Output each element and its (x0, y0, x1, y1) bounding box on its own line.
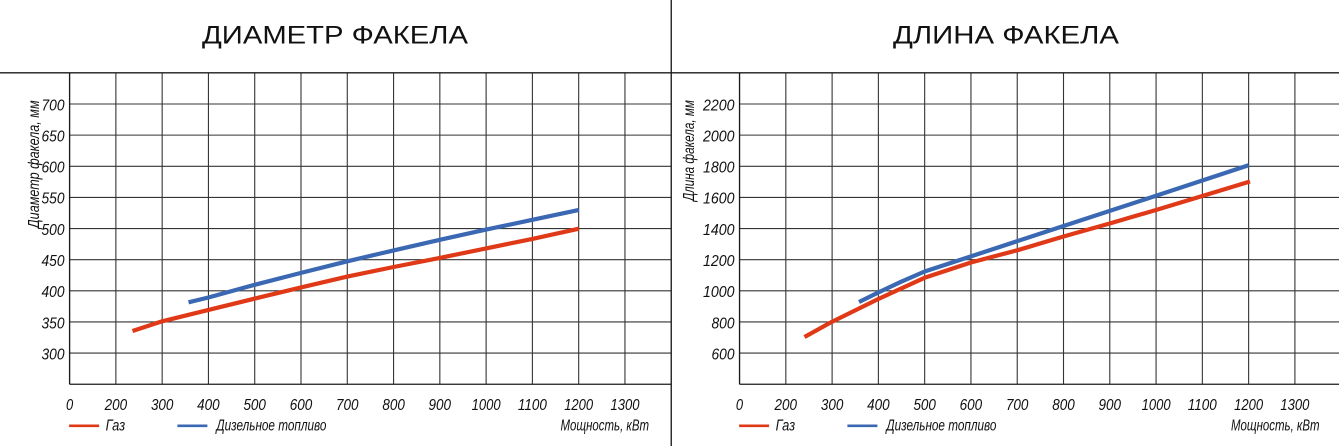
svg-text:1300: 1300 (1280, 397, 1309, 414)
svg-text:600: 600 (42, 160, 65, 177)
svg-text:400: 400 (867, 397, 890, 414)
svg-text:Длина факела, мм: Длина факела, мм (681, 100, 698, 203)
svg-text:800: 800 (382, 397, 405, 414)
svg-text:400: 400 (42, 284, 65, 301)
svg-text:1100: 1100 (518, 397, 547, 414)
svg-text:450: 450 (42, 253, 65, 270)
svg-text:550: 550 (42, 191, 65, 208)
svg-text:700: 700 (42, 97, 65, 114)
svg-text:2000: 2000 (702, 128, 735, 145)
svg-text:1200: 1200 (564, 397, 593, 414)
svg-text:1400: 1400 (703, 222, 735, 239)
svg-text:1200: 1200 (703, 253, 735, 270)
svg-text:300: 300 (42, 346, 65, 363)
svg-text:Газ: Газ (106, 417, 126, 434)
svg-text:1800: 1800 (703, 160, 735, 177)
svg-text:Дизельное топливо: Дизельное топливо (885, 417, 997, 434)
svg-text:350: 350 (42, 315, 65, 332)
svg-text:500: 500 (243, 397, 266, 414)
svg-text:200: 200 (774, 397, 798, 414)
svg-text:900: 900 (1099, 397, 1122, 414)
svg-text:Мощность, кВт: Мощность, кВт (561, 417, 650, 434)
svg-text:1200: 1200 (1234, 397, 1263, 414)
svg-text:600: 600 (290, 397, 313, 414)
svg-text:300: 300 (151, 397, 174, 414)
svg-text:500: 500 (913, 397, 936, 414)
svg-text:400: 400 (197, 397, 220, 414)
svg-text:1000: 1000 (1142, 397, 1171, 414)
svg-text:1100: 1100 (1188, 397, 1217, 414)
svg-text:2200: 2200 (702, 97, 735, 114)
svg-text:200: 200 (104, 397, 128, 414)
svg-text:1300: 1300 (611, 397, 640, 414)
svg-text:Диаметр факела, мм: Диаметр факела, мм (26, 100, 43, 230)
svg-text:500: 500 (42, 222, 65, 239)
svg-text:Газ: Газ (776, 417, 796, 434)
svg-text:600: 600 (960, 397, 983, 414)
svg-text:900: 900 (429, 397, 452, 414)
svg-text:1000: 1000 (472, 397, 501, 414)
svg-text:Мощность, кВт: Мощность, кВт (1231, 417, 1320, 434)
svg-text:1000: 1000 (703, 284, 735, 301)
svg-text:300: 300 (821, 397, 844, 414)
svg-text:600: 600 (712, 346, 735, 363)
svg-text:800: 800 (712, 315, 735, 332)
svg-text:700: 700 (336, 397, 359, 414)
svg-text:0: 0 (66, 397, 74, 414)
svg-text:1600: 1600 (703, 191, 735, 208)
svg-text:800: 800 (1052, 397, 1075, 414)
svg-text:ДЛИНА ФАКЕЛА: ДЛИНА ФАКЕЛА (893, 23, 1120, 50)
svg-text:700: 700 (1006, 397, 1029, 414)
svg-text:650: 650 (42, 128, 65, 145)
svg-text:0: 0 (736, 397, 744, 414)
svg-text:Дизельное топливо: Дизельное топливо (215, 417, 327, 434)
svg-text:ДИАМЕТР ФАКЕЛА: ДИАМЕТР ФАКЕЛА (202, 23, 469, 50)
